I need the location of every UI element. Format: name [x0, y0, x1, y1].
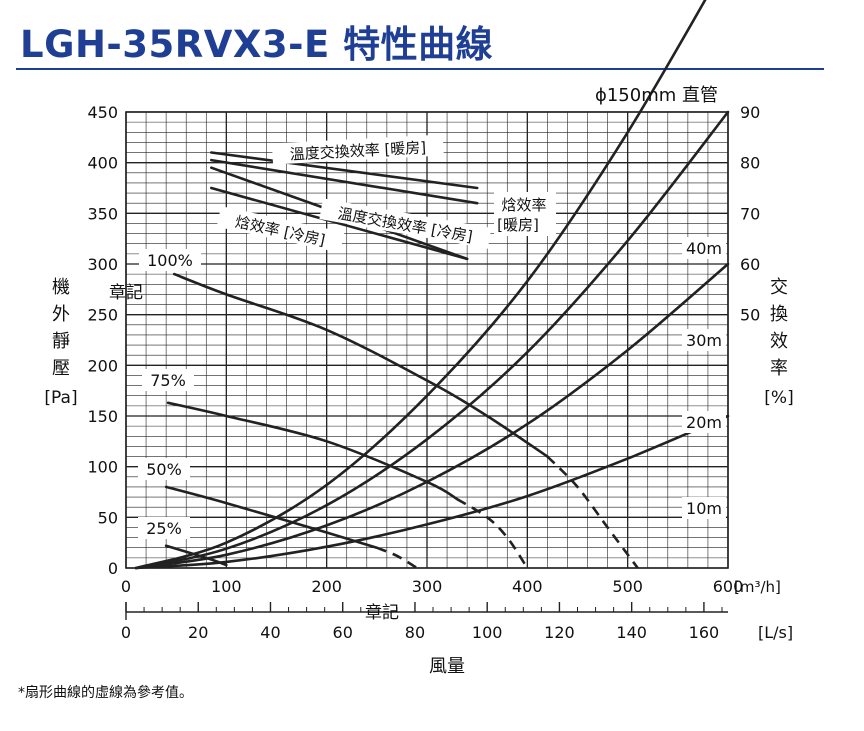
- x2-tick-label: 100: [472, 623, 503, 642]
- y-axis-title-char: 靜: [52, 331, 70, 352]
- duct-curve-20m: [134, 262, 730, 570]
- fan-curve-50%: [164, 485, 379, 549]
- y-axis-title-char: 機: [52, 277, 70, 298]
- duct-curve-label-bg: [682, 497, 726, 519]
- fan-curve-label-bg: [138, 517, 190, 539]
- y-axis-title-char: 壓: [52, 358, 70, 379]
- fan-curve-label: 75%: [150, 371, 186, 390]
- y-axis-units: [Pa]: [44, 388, 77, 408]
- x2-tick-label: 80: [405, 623, 425, 642]
- y-tick-label: 150: [87, 407, 118, 426]
- y2-tick-label: 50: [740, 306, 760, 325]
- fan-curve-dashed-100%: [546, 455, 639, 569]
- efficiency-label: 焓效率: [501, 196, 546, 214]
- x2-tick-label: 40: [260, 623, 280, 642]
- y-tick-label: 200: [87, 356, 118, 375]
- fan-curve-label: 25%: [146, 519, 182, 538]
- fan-curve-label: 50%: [146, 460, 182, 479]
- y2-axis-units: [%]: [764, 388, 793, 408]
- duct-curve-label-bg: [682, 329, 726, 351]
- x-tick-label: 300: [412, 577, 443, 596]
- plot-frame: [125, 111, 729, 569]
- duct-curve-label-bg: [682, 411, 726, 433]
- x2-tick-label: 160: [689, 623, 720, 642]
- title-divider: [16, 68, 824, 70]
- x-axis-title: 風量: [429, 656, 465, 677]
- efficiency-label: 溫度交換效率 [冷房]: [336, 204, 474, 245]
- efficiency-label: [暖房]: [497, 216, 539, 234]
- x-tick-label: 100: [211, 577, 242, 596]
- x2-tick-label: 20: [188, 623, 208, 642]
- y-axis-title-char: 外: [52, 304, 70, 325]
- mark-label: 章記: [109, 283, 143, 303]
- duct-curve-40m: [134, 0, 707, 570]
- x2-tick-label: 60: [333, 623, 353, 642]
- x-tick-label: 400: [512, 577, 543, 596]
- x2-tick-label: 120: [544, 623, 575, 642]
- y2-axis-title-char: 換: [770, 304, 788, 325]
- y2-axis-title-char: 交: [770, 277, 788, 298]
- y-tick-label: 400: [87, 154, 118, 173]
- x2-tick-label: 140: [616, 623, 647, 642]
- x2-tick-label: 0: [121, 623, 131, 642]
- chart-subtitle: ϕ150mm 直管: [595, 85, 718, 106]
- duct-curve-label: 40m: [686, 239, 722, 258]
- efficiency-label-bg: [494, 192, 556, 236]
- y2-axis-title-char: 效: [770, 331, 788, 352]
- duct-curve-label: 20m: [686, 413, 722, 432]
- efficiency-label-bg: [319, 198, 492, 249]
- efficiency-curve: [210, 151, 479, 190]
- page-title: LGH-35RVX3-E 特性曲線: [20, 23, 494, 66]
- fan-curve-dashed-50%: [376, 546, 418, 570]
- efficiency-curve: [210, 186, 469, 261]
- x-units: [m³/h]: [734, 578, 781, 596]
- duct-curve-10m: [134, 414, 730, 570]
- y-tick-label: 0: [108, 559, 118, 578]
- efficiency-label-bg: [216, 206, 345, 253]
- duct-curve-label: 30m: [686, 331, 722, 350]
- y-tick-label: 350: [87, 204, 118, 223]
- footnote: *扇形曲線的虛線為參考值。: [18, 685, 193, 701]
- y2-tick-label: 90: [740, 103, 760, 122]
- fan-curve-label: 100%: [147, 251, 193, 270]
- y2-axis-title-char: 率: [770, 358, 788, 379]
- fan-curve-label-bg: [138, 458, 190, 480]
- duct-curve-label-bg: [682, 237, 726, 259]
- curves: [134, 0, 730, 570]
- mark-label: 章記: [365, 603, 399, 623]
- fan-curve-100%: [172, 272, 549, 458]
- efficiency-label-group: 溫度交換效率 [暖房]: [271, 134, 444, 165]
- fan-curve-75%: [166, 401, 459, 501]
- efficiency-curve: [210, 158, 479, 205]
- y-tick-label: 250: [87, 306, 118, 325]
- y-tick-label: 50: [98, 508, 118, 527]
- efficiency-label-bg: [271, 134, 444, 165]
- x-tick-label: 500: [612, 577, 643, 596]
- y2-tick-label: 70: [740, 204, 760, 223]
- y-tick-label: 100: [87, 458, 118, 477]
- y2-tick-label: 80: [740, 154, 760, 173]
- x-tick-label: 600: [713, 577, 744, 596]
- duct-curve-label: 10m: [686, 499, 722, 518]
- x2-units: [L/s]: [758, 623, 793, 642]
- duct-curve-30m: [134, 110, 730, 570]
- fan-curve-25%: [164, 544, 228, 567]
- y-tick-label: 300: [87, 255, 118, 274]
- fan-curve-label-bg: [142, 369, 194, 391]
- x-tick-label: 0: [121, 577, 131, 596]
- y-tick-label: 450: [87, 103, 118, 122]
- x-tick-label: 200: [311, 577, 342, 596]
- y2-tick-label: 60: [740, 255, 760, 274]
- fan-curve-label-bg: [139, 249, 201, 271]
